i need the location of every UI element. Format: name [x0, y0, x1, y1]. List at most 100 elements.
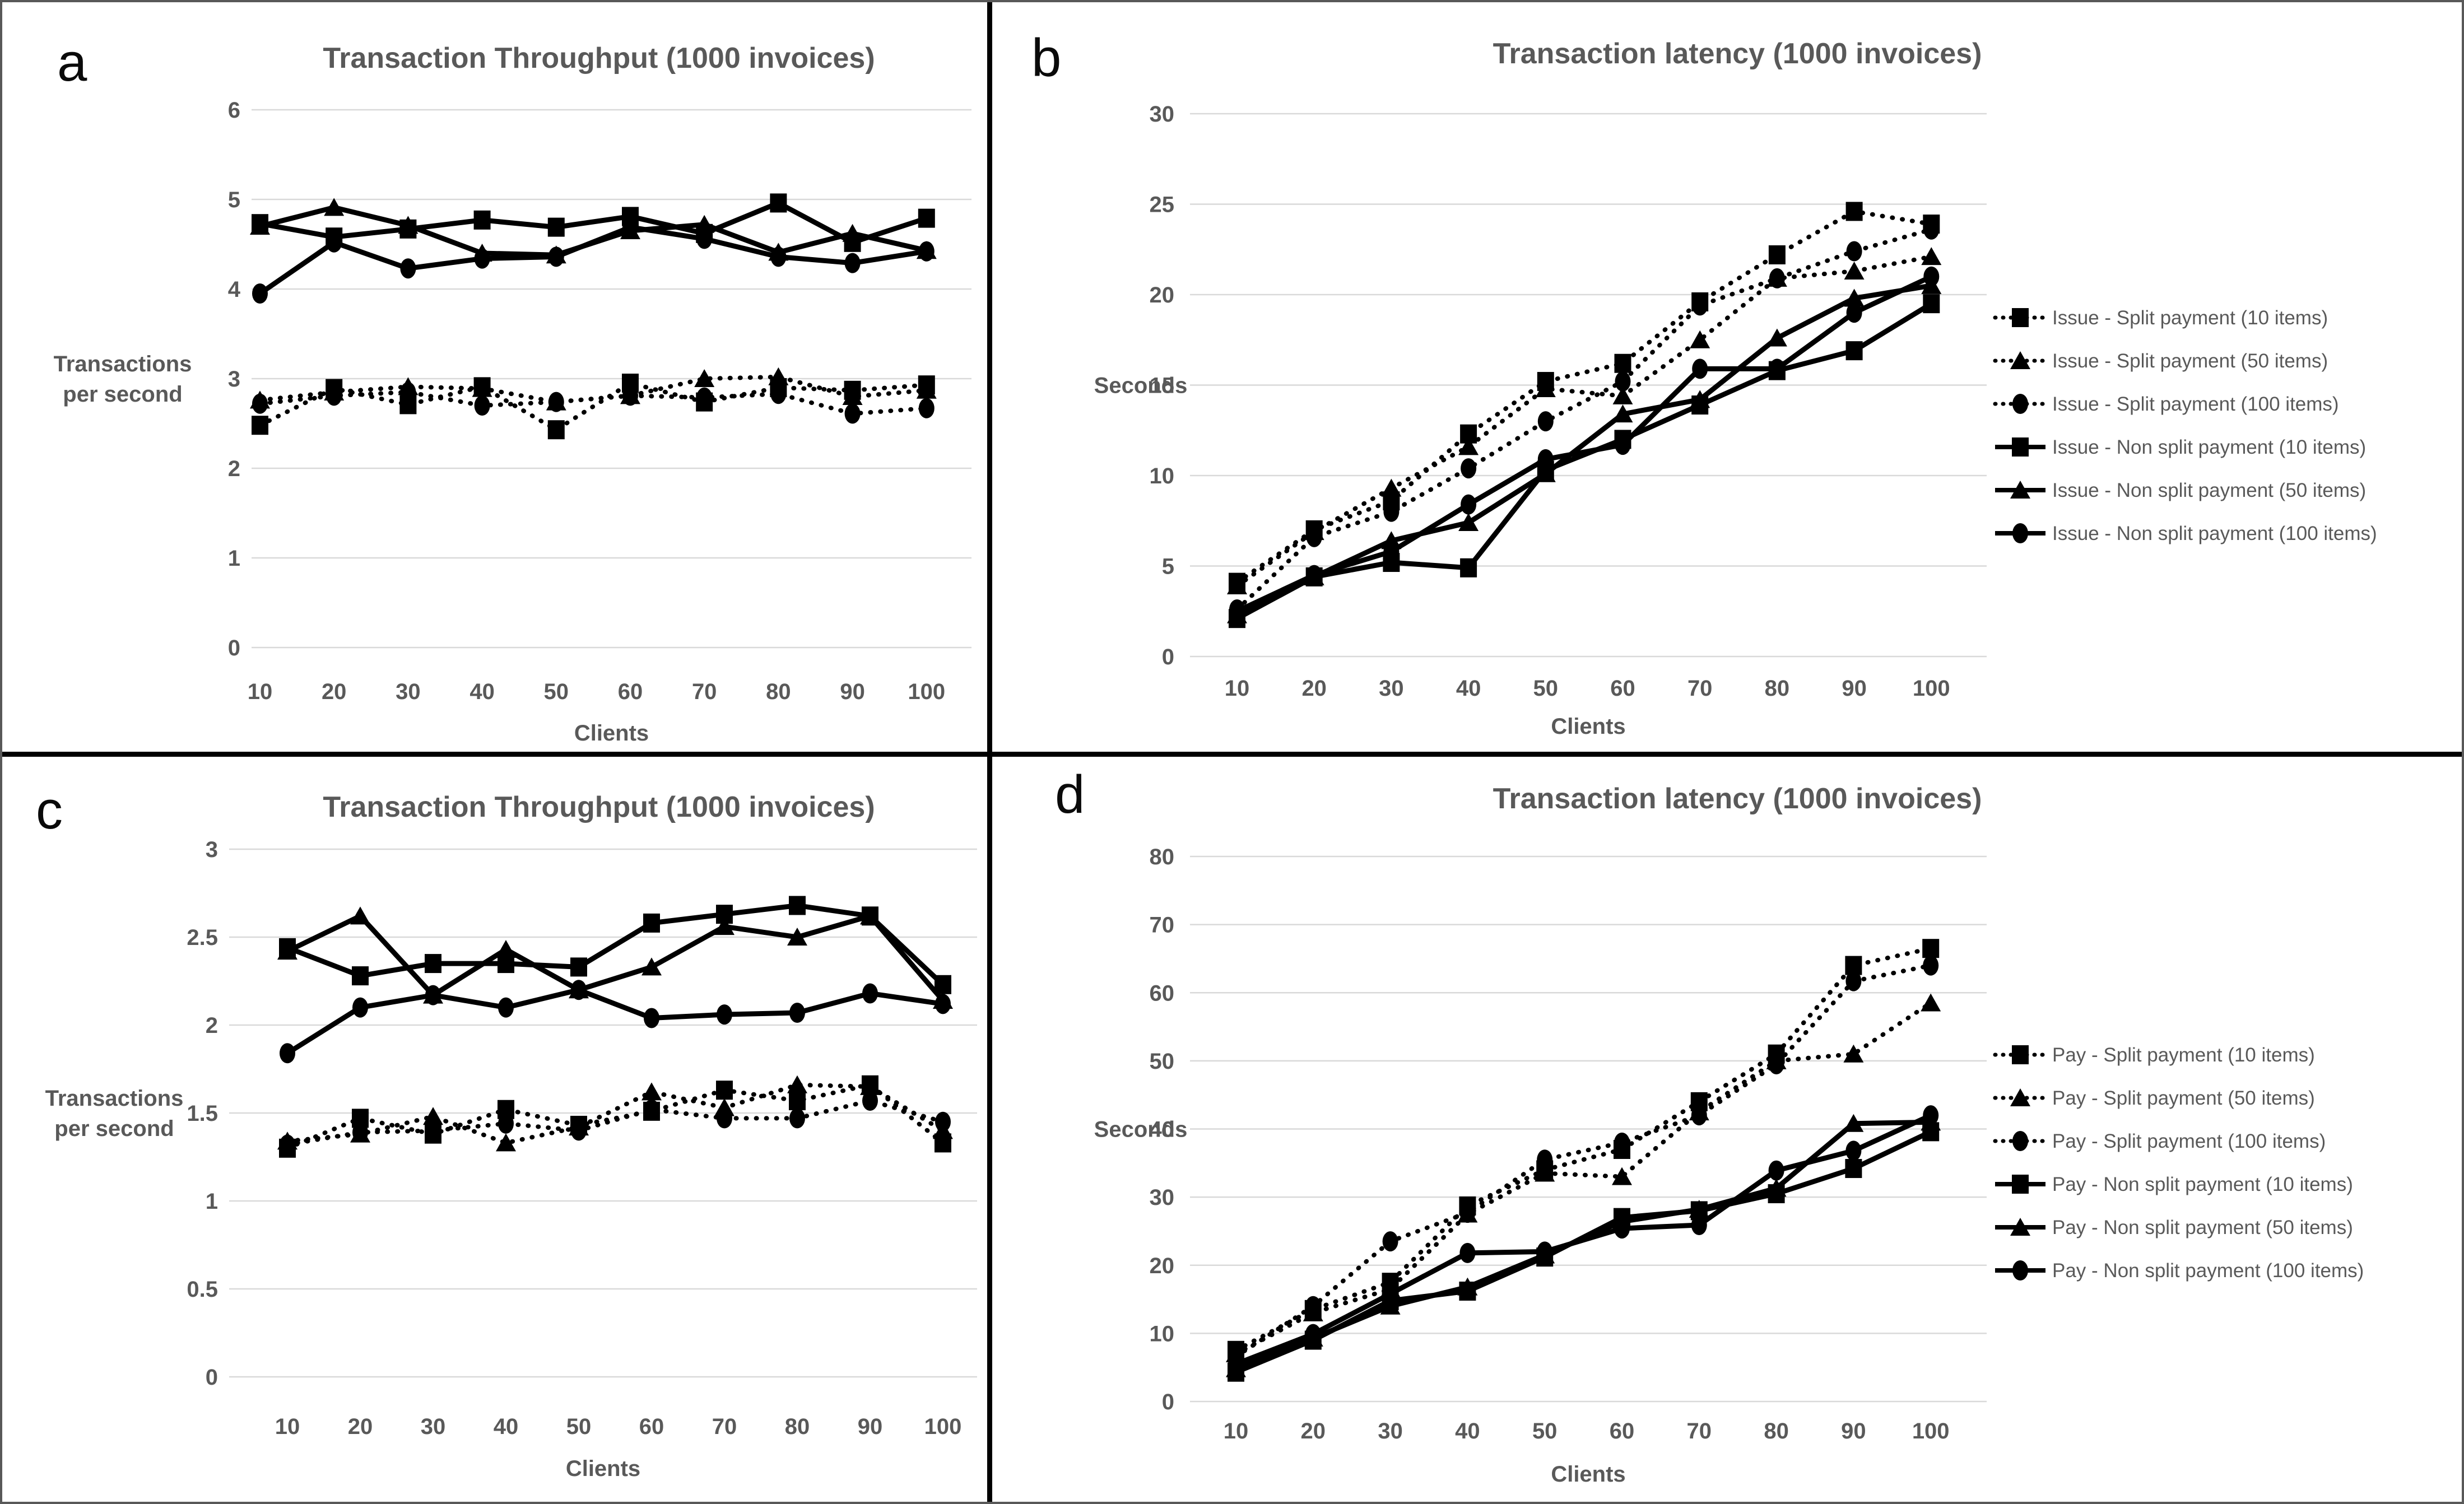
series-line-issue-non-split-payment-10-items	[259, 200, 928, 245]
series-line-pay-non-split-payment-50-items	[286, 912, 945, 1002]
chart-title-c: Transaction Throughput (1000 invoices)	[323, 791, 875, 823]
y-tick-label: 2.5	[187, 925, 218, 950]
series-line-issue-split-payment-100-items	[1235, 227, 1934, 612]
square-marker	[643, 913, 660, 933]
x-tick-label: 50	[566, 1414, 592, 1439]
series-line-issue-non-split-payment-50-items	[1236, 283, 1932, 617]
y-axis-title: per second	[63, 382, 182, 407]
triangle-marker	[1766, 1179, 1787, 1197]
triangle-marker	[1690, 330, 1710, 348]
triangle-marker	[768, 367, 789, 385]
circle-marker	[935, 1111, 951, 1132]
y-tick-label: 5	[228, 188, 240, 212]
legend-label: Pay - Split payment (50 items)	[2052, 1087, 2315, 1109]
circle-marker	[352, 997, 368, 1018]
circle-marker	[400, 382, 416, 402]
circle-marker	[1846, 302, 1862, 323]
x-tick-label: 90	[1841, 1419, 1866, 1444]
x-tick-label: 60	[1610, 1419, 1635, 1444]
legend-circle-marker	[2012, 523, 2028, 543]
y-axis-title: Seconds	[1094, 374, 1188, 398]
circle-marker	[1691, 1105, 1707, 1126]
x-tick-label: 70	[1687, 676, 1713, 701]
circle-marker	[498, 997, 514, 1018]
triangle-marker	[916, 380, 937, 399]
triangle-marker	[1766, 328, 1787, 347]
square-marker	[1845, 341, 1863, 361]
x-tick-label: 100	[1912, 1419, 1950, 1444]
triangle-marker	[496, 939, 516, 958]
y-tick-label: 3	[228, 367, 240, 392]
circle-marker	[844, 253, 861, 273]
circle-marker	[498, 1113, 514, 1134]
square-marker	[770, 193, 787, 213]
circle-marker	[1615, 435, 1631, 455]
series-line-pay-non-split-payment-10-items	[286, 902, 945, 987]
circle-marker	[1229, 601, 1245, 622]
legend-square-marker	[2012, 1175, 2029, 1194]
x-tick-label: 50	[1533, 676, 1559, 701]
legend-square-marker	[2012, 1045, 2029, 1064]
x-tick-label: 50	[544, 679, 569, 704]
square-marker	[789, 896, 806, 915]
square-marker	[1768, 245, 1786, 264]
triangle-marker	[694, 215, 715, 233]
legend-square-marker	[2012, 308, 2029, 327]
x-tick-label: 70	[692, 679, 717, 704]
x-tick-label: 10	[1224, 1419, 1249, 1444]
circle-marker	[252, 393, 268, 414]
square-marker	[1614, 353, 1631, 373]
x-axis-title: Clients	[574, 721, 649, 746]
circle-marker	[1382, 1231, 1398, 1252]
triangle-marker	[324, 198, 345, 216]
x-tick-label: 80	[1764, 1419, 1789, 1444]
circle-marker	[789, 1108, 805, 1129]
panel-letter-a: a	[57, 32, 87, 92]
x-tick-label: 40	[469, 679, 495, 704]
triangle-marker	[423, 1107, 443, 1125]
circle-marker	[1845, 971, 1862, 991]
series-line-pay-split-payment-50-items	[285, 1082, 945, 1146]
circle-marker	[1537, 1241, 1553, 1262]
x-tick-label: 90	[858, 1414, 883, 1439]
circle-marker	[1923, 266, 1940, 287]
y-tick-label: 10	[1150, 1321, 1175, 1346]
panel-b: b Transaction latency (1000 invoices) 0 5…	[992, 2, 2462, 752]
triangle-marker	[472, 379, 492, 397]
triangle-marker	[398, 216, 419, 234]
circle-marker	[425, 1120, 441, 1141]
series-line-issue-split-payment-50-items	[1235, 254, 1934, 589]
legend-label: Pay - Split payment (10 items)	[2052, 1044, 2315, 1066]
circle-marker	[1845, 1140, 1862, 1161]
chart-canvas-d: 0 10 20 30 40 50 60 70 80 Seconds 10 20 30 40 50 60 70 80…	[1094, 845, 2364, 1487]
triangle-marker	[1843, 1114, 1864, 1132]
circle-marker	[622, 217, 638, 238]
x-tick-label: 70	[712, 1414, 737, 1439]
y-tick-label: 1.5	[187, 1101, 218, 1126]
square-marker	[918, 208, 935, 228]
circle-marker	[1768, 1160, 1784, 1181]
circle-marker	[696, 387, 713, 408]
x-tick-label: 10	[248, 679, 273, 704]
circle-marker	[474, 248, 490, 269]
legend-label: Issue - Non split payment (10 items)	[2052, 436, 2366, 458]
legend-circle-marker	[2012, 394, 2028, 414]
circle-marker	[1923, 219, 1940, 240]
circle-marker	[1769, 268, 1785, 288]
chart-title-b: Transaction latency (1000 invoices)	[1493, 38, 1982, 70]
series-line-issue-non-split-payment-100-items	[1236, 274, 1933, 614]
circle-marker	[1769, 358, 1785, 379]
legend-label: Issue - Split payment (100 items)	[2052, 393, 2339, 415]
circle-marker	[1691, 1214, 1707, 1235]
legend-label: Issue - Split payment (10 items)	[2052, 307, 2328, 329]
circle-marker	[789, 1003, 805, 1023]
y-tick-label: 1	[228, 546, 240, 571]
circle-marker	[1228, 1354, 1244, 1375]
circle-marker	[326, 232, 342, 253]
triangle-marker	[1380, 1296, 1401, 1315]
circle-marker	[770, 384, 787, 404]
legend-square-marker	[2012, 437, 2029, 457]
series-line-issue-split-payment-10-items	[258, 380, 929, 432]
circle-marker	[717, 1004, 732, 1025]
y-tick-label: 40	[1150, 1117, 1175, 1142]
